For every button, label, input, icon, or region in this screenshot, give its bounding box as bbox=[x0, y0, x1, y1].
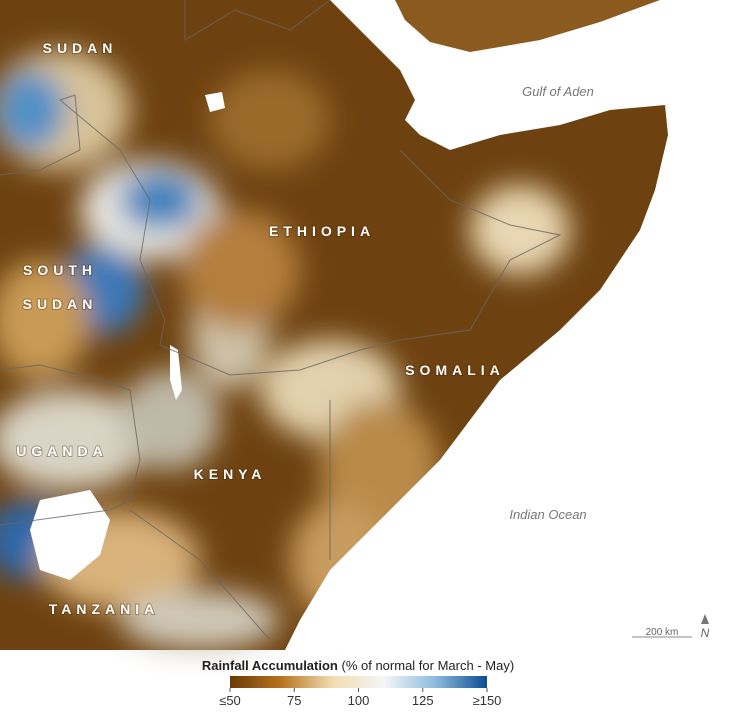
country-label: UGANDA bbox=[16, 443, 107, 459]
labels: SUDAN ETHIOPIA SOUTH SUDAN UGANDA KENYA … bbox=[15, 39, 710, 640]
legend-heading: Rainfall Accumulation (% of normal for M… bbox=[202, 658, 514, 673]
country-label: SUDAN bbox=[23, 296, 98, 312]
legend-subtitle: (% of normal for March - May) bbox=[342, 658, 515, 673]
country-label: ETHIOPIA bbox=[269, 223, 375, 239]
lake-turkana bbox=[170, 345, 182, 400]
country-label: SOMALIA bbox=[405, 362, 505, 378]
water-label: Indian Ocean bbox=[509, 507, 586, 522]
country-label: SUDAN bbox=[43, 40, 118, 56]
water-label: Gulf of Aden bbox=[522, 84, 594, 99]
legend-tick-label: 125 bbox=[412, 693, 434, 708]
north-label: N bbox=[701, 626, 710, 640]
ocean bbox=[285, 0, 752, 650]
country-label: SOUTH bbox=[23, 262, 97, 278]
legend-tick-label: ≥150 bbox=[473, 693, 502, 708]
map bbox=[0, 0, 752, 650]
country-label: KENYA bbox=[194, 466, 267, 482]
legend: Rainfall Accumulation (% of normal for M… bbox=[202, 658, 514, 708]
legend-tick-label: 100 bbox=[348, 693, 370, 708]
borders bbox=[0, 0, 562, 641]
legend-tick-label: ≤50 bbox=[219, 693, 241, 708]
legend-tick-label: 75 bbox=[287, 693, 301, 708]
arabia bbox=[395, 0, 660, 52]
legend-title: Rainfall Accumulation bbox=[202, 658, 338, 673]
country-label: TANZANIA bbox=[49, 601, 160, 617]
color-bar bbox=[230, 676, 487, 688]
lake-tana bbox=[205, 92, 225, 112]
north-arrow bbox=[701, 614, 709, 624]
scale-label: 200 km bbox=[646, 627, 679, 638]
rainfall-patches bbox=[0, 0, 570, 650]
